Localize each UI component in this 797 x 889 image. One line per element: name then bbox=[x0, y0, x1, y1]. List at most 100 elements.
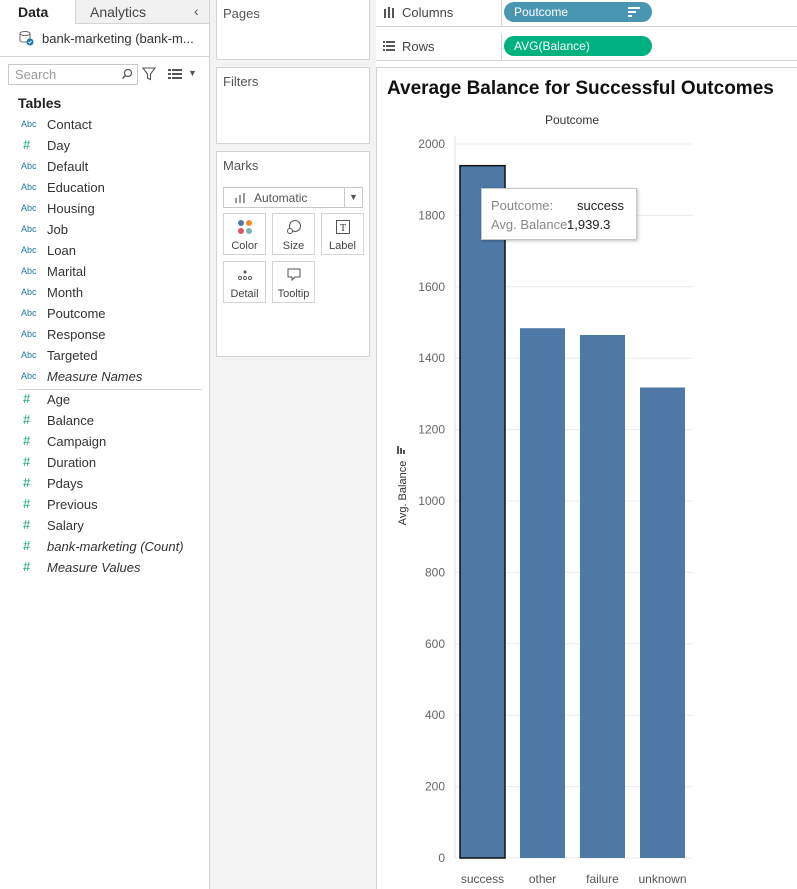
field-label: Response bbox=[47, 327, 106, 342]
detail-button[interactable]: Detail bbox=[223, 261, 266, 303]
number-type-icon: # bbox=[23, 433, 31, 448]
string-type-icon: Abc bbox=[21, 224, 37, 234]
field-label: Measure Names bbox=[47, 369, 143, 384]
y-tick-label: 1000 bbox=[418, 494, 445, 508]
field-item[interactable]: Abc Poutcome bbox=[0, 304, 209, 325]
field-item[interactable]: # Day bbox=[0, 136, 209, 157]
filter-icon[interactable] bbox=[142, 67, 156, 81]
bar-failure[interactable] bbox=[580, 334, 625, 858]
field-label: Poutcome bbox=[47, 306, 106, 321]
size-button[interactable]: Size bbox=[272, 213, 315, 255]
string-type-icon: Abc bbox=[21, 350, 37, 360]
divider bbox=[501, 34, 502, 61]
field-item[interactable]: Abc Measure Names bbox=[0, 367, 209, 388]
mark-type-dropdown[interactable]: Automatic ▼ bbox=[223, 187, 363, 208]
field-item[interactable]: Abc Response bbox=[0, 325, 209, 346]
number-type-icon: # bbox=[23, 137, 31, 152]
string-type-icon: Abc bbox=[21, 161, 37, 171]
y-tick-label: 2000 bbox=[418, 137, 445, 151]
search-icon[interactable] bbox=[121, 68, 133, 80]
field-label: Targeted bbox=[47, 348, 98, 363]
field-label: Education bbox=[47, 180, 105, 195]
field-item[interactable]: # Age bbox=[0, 390, 209, 411]
pages-card[interactable]: Pages bbox=[216, 0, 370, 60]
bar-success[interactable] bbox=[459, 164, 506, 859]
y-tick-label: 200 bbox=[425, 780, 445, 794]
field-item[interactable]: Abc Education bbox=[0, 178, 209, 199]
string-type-icon: Abc bbox=[21, 266, 37, 276]
color-button-label: Color bbox=[231, 240, 258, 252]
field-item[interactable]: # Duration bbox=[0, 453, 209, 474]
field-item[interactable]: # Balance bbox=[0, 411, 209, 432]
field-item[interactable]: Abc Month bbox=[0, 283, 209, 304]
field-item[interactable]: Abc Job bbox=[0, 220, 209, 241]
chart-title: Average Balance for Successful Outcomes bbox=[387, 78, 774, 99]
field-item[interactable]: # Measure Values bbox=[0, 558, 209, 579]
bar-unknown[interactable] bbox=[640, 387, 685, 858]
field-item[interactable]: Abc Loan bbox=[0, 241, 209, 262]
shelves: Columns Poutcome Rows AVG(Balance) bbox=[376, 0, 797, 63]
datasource-label: bank-marketing (bank-m... bbox=[42, 31, 194, 46]
columns-pill-label: Poutcome bbox=[514, 5, 569, 19]
field-label: Job bbox=[47, 222, 68, 237]
tab-analytics[interactable]: Analytics bbox=[76, 0, 209, 24]
label-button[interactable]: T Label bbox=[321, 213, 364, 255]
field-item[interactable]: # bank-marketing (Count) bbox=[0, 537, 209, 558]
field-item[interactable]: # Campaign bbox=[0, 432, 209, 453]
color-button[interactable]: Color bbox=[223, 213, 266, 255]
chevron-down-icon[interactable]: ▼ bbox=[188, 68, 197, 78]
filters-card[interactable]: Filters bbox=[216, 67, 370, 144]
poutcome-pill[interactable]: Poutcome bbox=[504, 2, 652, 22]
data-pane: Data Analytics ‹ bank-marketing (bank-m.… bbox=[0, 0, 210, 889]
number-type-icon: # bbox=[23, 391, 31, 406]
field-label: Marital bbox=[47, 264, 87, 279]
search-input[interactable] bbox=[9, 65, 115, 84]
field-label: Housing bbox=[47, 201, 95, 216]
y-tick-label: 800 bbox=[425, 565, 445, 579]
x-tick-label: other bbox=[529, 872, 556, 886]
y-tick-label: 600 bbox=[425, 637, 445, 651]
field-item[interactable]: Abc Housing bbox=[0, 199, 209, 220]
collapse-pane-icon[interactable]: ‹ bbox=[194, 3, 199, 19]
field-item[interactable]: Abc Targeted bbox=[0, 346, 209, 367]
number-type-icon: # bbox=[23, 412, 31, 427]
label-icon: T bbox=[336, 220, 350, 234]
datasource[interactable]: bank-marketing (bank-m... bbox=[18, 30, 208, 48]
rows-pill-label: AVG(Balance) bbox=[514, 39, 590, 53]
color-icon bbox=[238, 220, 252, 234]
string-type-icon: Abc bbox=[21, 203, 37, 213]
chevron-down-icon[interactable]: ▼ bbox=[344, 188, 362, 207]
field-label: Age bbox=[47, 392, 71, 407]
bar-other[interactable] bbox=[520, 328, 565, 858]
rows-shelf[interactable]: Rows AVG(Balance) bbox=[376, 34, 797, 61]
field-label: Day bbox=[47, 138, 71, 153]
columns-label: Columns bbox=[402, 5, 454, 20]
columns-shelf[interactable]: Columns Poutcome bbox=[376, 0, 797, 27]
y-tick-label: 0 bbox=[438, 851, 445, 865]
y-tick-label: 1200 bbox=[418, 423, 445, 437]
field-label: Measure Values bbox=[47, 560, 141, 575]
avg-balance-pill[interactable]: AVG(Balance) bbox=[504, 36, 652, 56]
field-item[interactable]: Abc Default bbox=[0, 157, 209, 178]
number-type-icon: # bbox=[23, 559, 31, 574]
field-item[interactable]: Abc Marital bbox=[0, 262, 209, 283]
field-item[interactable]: Abc Contact bbox=[0, 115, 209, 136]
chart-view: Average Balance for Successful Outcomes … bbox=[376, 67, 797, 889]
marks-card: Marks Automatic ▼ Color Size bbox=[216, 151, 370, 357]
bar-chart: Poutcome 0 200 400 600 800 1000 1200 1400 1600 180… bbox=[397, 113, 693, 886]
tooltip-key: Avg. Balance: bbox=[491, 217, 571, 232]
pages-card-title: Pages bbox=[223, 6, 260, 21]
field-item[interactable]: # Previous bbox=[0, 495, 209, 516]
y-tick-label: 1400 bbox=[418, 351, 445, 365]
tooltip-button[interactable]: Tooltip bbox=[272, 261, 315, 303]
detail-button-label: Detail bbox=[230, 288, 259, 300]
number-type-icon: # bbox=[23, 454, 31, 469]
list-view-icon[interactable] bbox=[168, 68, 182, 80]
field-item[interactable]: # Salary bbox=[0, 516, 209, 537]
divider bbox=[0, 56, 209, 57]
field-item[interactable]: # Pdays bbox=[0, 474, 209, 495]
y-tick-label: 1600 bbox=[418, 280, 445, 294]
search-box bbox=[8, 64, 138, 85]
tab-data[interactable]: Data bbox=[0, 0, 76, 24]
sort-descending-icon[interactable] bbox=[628, 7, 640, 17]
